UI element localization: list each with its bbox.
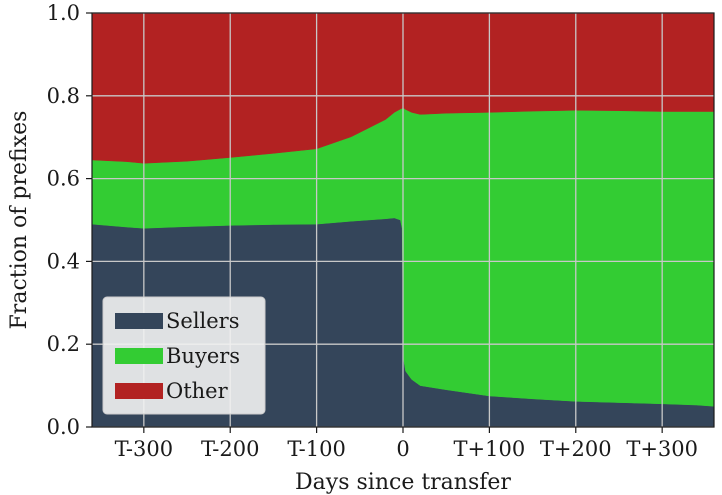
x-tick-label: T+200 — [540, 437, 612, 461]
x-tick-label: T+300 — [626, 437, 698, 461]
y-axis-ticks: 0.0 0.2 0.4 0.6 0.8 1.0 — [47, 1, 92, 439]
x-tick-label: T+100 — [454, 437, 526, 461]
y-tick-label: 1.0 — [47, 1, 80, 25]
y-tick-label: 0.6 — [47, 167, 80, 191]
legend-label-sellers: Sellers — [166, 309, 240, 333]
legend-label-buyers: Buyers — [166, 344, 240, 368]
legend-swatch-other — [115, 383, 163, 399]
legend-swatch-buyers — [115, 348, 163, 364]
x-tick-label: T-300 — [115, 437, 173, 461]
x-axis-ticks: T-300 T-200 T-100 0 T+100 T+200 T+300 — [115, 427, 698, 461]
x-tick-label: T-200 — [201, 437, 259, 461]
y-tick-label: 0.4 — [47, 249, 80, 273]
legend-label-other: Other — [166, 379, 229, 403]
y-tick-label: 0.8 — [47, 84, 80, 108]
y-tick-label: 0.0 — [47, 415, 80, 439]
x-axis-label: Days since transfer — [295, 470, 511, 495]
y-axis-label: Fraction of prefixes — [7, 111, 32, 330]
y-tick-label: 0.2 — [47, 332, 80, 356]
x-tick-label: T-100 — [287, 437, 345, 461]
legend-swatch-sellers — [115, 313, 163, 329]
x-tick-label: 0 — [396, 437, 409, 461]
legend: Sellers Buyers Other — [102, 296, 266, 415]
